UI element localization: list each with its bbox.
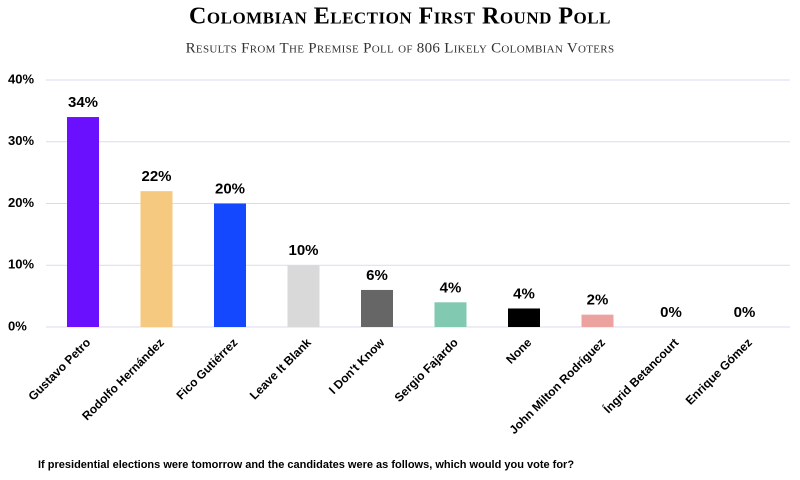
bar	[287, 265, 320, 327]
bar	[214, 203, 246, 327]
y-tick-label: 30%	[8, 133, 34, 148]
value-label: 6%	[366, 267, 388, 284]
value-label: 4%	[513, 285, 535, 302]
x-tick-label: Fico Gutiérrez	[173, 335, 240, 402]
x-tick-label: Enrique Gómez	[683, 335, 755, 407]
value-label: 10%	[288, 242, 318, 259]
y-tick-label: 0%	[8, 318, 27, 333]
y-tick-label: 10%	[8, 257, 34, 272]
x-tick-label: Rodolfo Hernández	[79, 335, 167, 423]
y-tick-label: 40%	[8, 71, 34, 86]
bar	[508, 308, 540, 327]
chart-subtitle: Results From The Premise Poll of 806 Lik…	[186, 40, 615, 56]
value-label: 2%	[587, 292, 609, 309]
value-label: 4%	[440, 279, 462, 296]
value-label: 0%	[660, 304, 682, 321]
value-label: 34%	[68, 94, 98, 111]
bar	[581, 314, 614, 327]
value-label: 20%	[215, 180, 245, 197]
x-tick-label: None	[503, 335, 534, 366]
value-label: 0%	[734, 304, 756, 321]
x-tick-label: Sergio Fajardo	[392, 335, 461, 404]
bar	[361, 289, 393, 327]
bar	[67, 117, 99, 327]
x-tick-label: Íngrid Betancourt	[600, 335, 681, 416]
value-label: 22%	[141, 168, 171, 185]
x-tick-label: I Don't Know	[326, 335, 388, 397]
bar	[434, 302, 467, 327]
y-tick-label: 20%	[8, 195, 34, 210]
chart-title: Colombian Election First Round Poll	[189, 4, 611, 30]
bar	[140, 191, 173, 327]
footnote: If presidential elections were tomorrow …	[38, 459, 574, 471]
x-tick-label: Gustavo Petro	[25, 335, 93, 403]
x-tick-label: Leave It Blank	[247, 335, 314, 402]
